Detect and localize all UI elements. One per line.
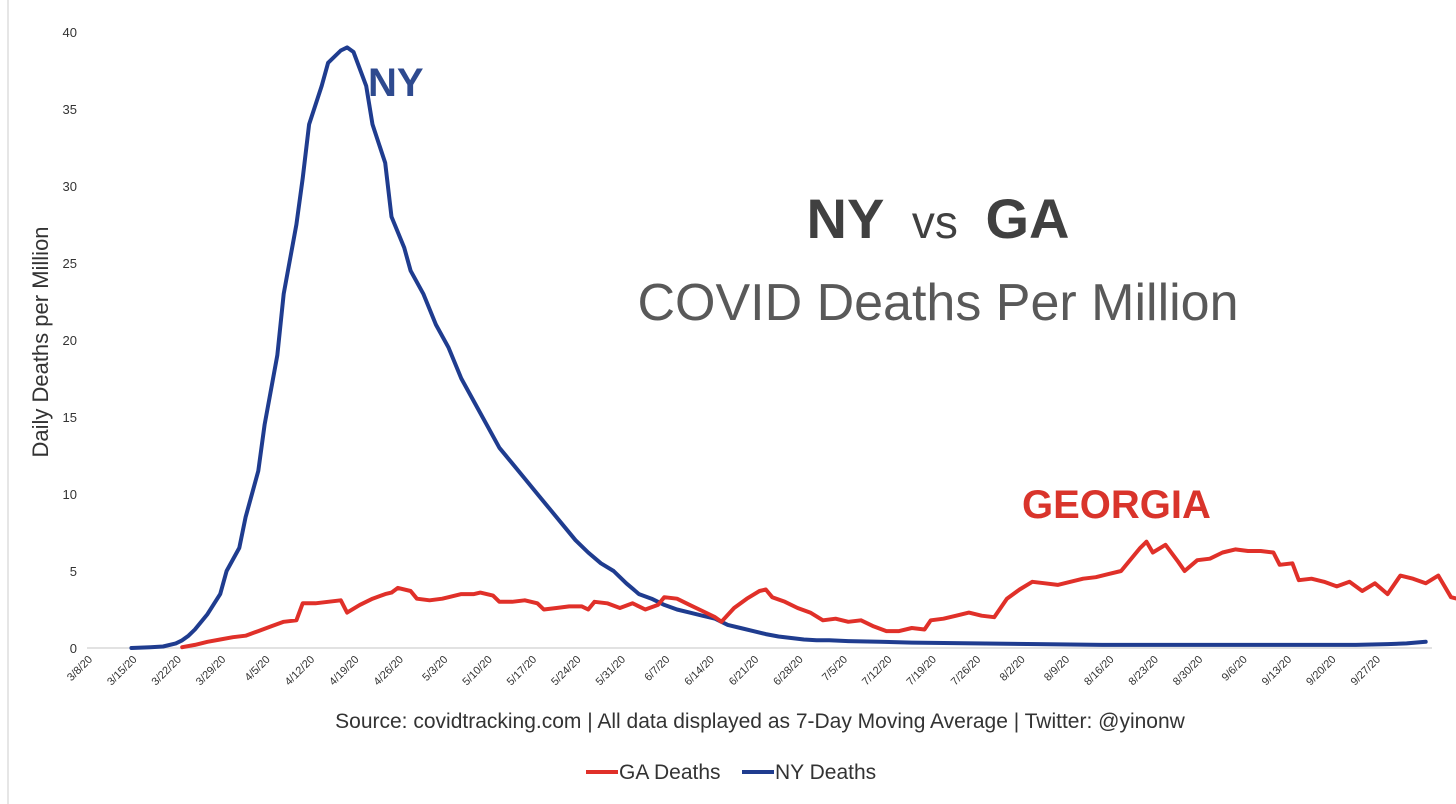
y-tick-label: 25 xyxy=(63,256,77,271)
y-tick-label: 0 xyxy=(70,641,77,656)
x-tick-label: 7/5/20 xyxy=(820,654,850,684)
title-ny: NY xyxy=(807,187,885,250)
series-layer xyxy=(129,45,1456,650)
x-tick-label: 5/3/20 xyxy=(420,654,450,684)
y-tick-label: 30 xyxy=(63,179,77,194)
annotation-georgia: GEORGIA xyxy=(1022,483,1211,527)
x-tick-label: 9/27/20 xyxy=(1349,654,1383,688)
ny-deaths-line xyxy=(129,45,1428,650)
x-tick-label: 7/12/20 xyxy=(860,654,894,688)
source-note: Source: covidtracking.com | All data dis… xyxy=(335,710,1186,733)
x-tick-label: 7/19/20 xyxy=(904,654,938,688)
title-ga: GA xyxy=(985,187,1069,250)
x-tick-label: 5/17/20 xyxy=(505,654,539,688)
x-tick-label: 6/7/20 xyxy=(642,654,672,684)
x-tick-label: 9/20/20 xyxy=(1304,654,1338,688)
x-tick-label: 8/9/20 xyxy=(1042,654,1072,684)
x-tick-label: 5/31/20 xyxy=(594,654,628,688)
x-tick-label: 8/2/20 xyxy=(998,654,1028,684)
y-tick-label: 40 xyxy=(63,25,77,40)
y-tick-label: 5 xyxy=(70,564,77,579)
y-tick-label: 35 xyxy=(63,102,77,117)
x-tick-label: 4/26/20 xyxy=(372,654,406,688)
legend-label-ga: GA Deaths xyxy=(619,761,721,784)
x-tick-label: 9/6/20 xyxy=(1220,654,1250,684)
legend: GA Deaths NY Deaths xyxy=(586,761,876,784)
x-tick-label: 8/16/20 xyxy=(1082,654,1116,688)
x-tick-label: 6/28/20 xyxy=(771,654,805,688)
x-tick-label: 8/30/20 xyxy=(1171,654,1205,688)
x-axis-ticks: 3/8/20 3/15/20 3/22/20 3/29/20 4/5/20 4/12/20… xyxy=(65,654,1383,688)
y-axis-label: Daily Deaths per Million xyxy=(28,226,53,457)
y-tick-label: 15 xyxy=(63,410,77,425)
x-tick-label: 5/24/20 xyxy=(549,654,583,688)
x-tick-label: 8/23/20 xyxy=(1127,654,1161,688)
x-tick-label: 4/19/20 xyxy=(327,654,361,688)
x-tick-label: 9/13/20 xyxy=(1260,654,1294,688)
y-tick-label: 10 xyxy=(63,487,77,502)
x-tick-label: 3/8/20 xyxy=(65,654,95,684)
annotation-ny: NY xyxy=(368,61,424,105)
y-tick-label: 20 xyxy=(63,333,77,348)
x-tick-label: 3/15/20 xyxy=(105,654,139,688)
x-tick-label: 4/12/20 xyxy=(283,654,317,688)
x-tick-label: 6/21/20 xyxy=(727,654,761,688)
chart-subtitle: COVID Deaths Per Million xyxy=(637,274,1238,332)
x-tick-label: 7/26/20 xyxy=(949,654,983,688)
x-tick-label: 4/5/20 xyxy=(243,654,273,684)
y-axis-ticks: 0 5 10 15 20 25 30 35 40 xyxy=(63,25,77,656)
x-tick-label: 6/14/20 xyxy=(682,654,716,688)
legend-label-ny: NY Deaths xyxy=(775,761,876,784)
x-tick-label: 5/10/20 xyxy=(460,654,494,688)
ga-deaths-line xyxy=(180,539,1456,650)
title-vs: vs xyxy=(912,196,958,248)
chart-title: NY vs GA xyxy=(807,187,1070,250)
x-tick-label: 3/29/20 xyxy=(194,654,228,688)
x-tick-label: 3/22/20 xyxy=(150,654,184,688)
